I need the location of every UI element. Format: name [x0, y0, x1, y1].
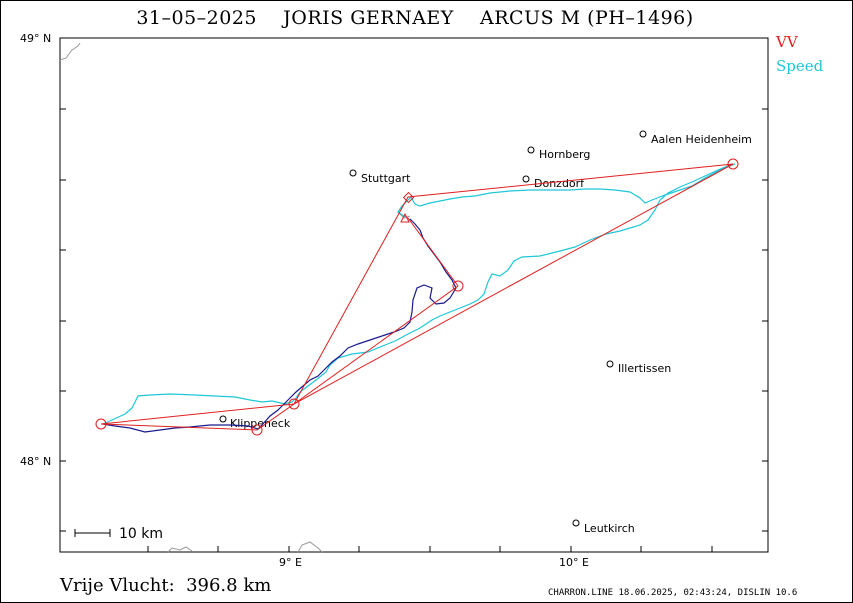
city-label-illertissen: Illertissen — [618, 362, 671, 375]
turnpoint-marker — [95, 418, 107, 430]
city-marker-stuttgart — [349, 169, 357, 177]
start-marker — [400, 212, 410, 223]
scale-bar — [74, 529, 111, 537]
turnpoint-marker — [251, 424, 263, 436]
city-marker-leutkirch — [572, 519, 580, 527]
city-label-aalen: Aalen Heidenheim — [651, 133, 752, 146]
lat-label-49: 49° N — [20, 32, 51, 45]
turnpoint-marker — [727, 158, 739, 170]
lat-ticks — [60, 37, 768, 532]
lon-ticks — [147, 546, 713, 552]
city-label-hornberg: Hornberg — [539, 148, 590, 161]
turnpoint-marker — [402, 191, 415, 204]
city-marker-illertissen — [606, 360, 614, 368]
country-border — [59, 42, 411, 553]
city-markers — [219, 130, 647, 527]
city-label-klippeneck: Klippeneck — [230, 417, 291, 430]
task-line — [100, 163, 734, 431]
flight-title: 31–05–2025 JORIS GERNAEY ARCUS M (PH–149… — [136, 7, 694, 29]
track-speed — [102, 163, 736, 425]
turnpoint-marker — [452, 280, 464, 292]
city-marker-donzdorf — [522, 175, 530, 183]
credit-line: CHARRON.LINE 18.06.2025, 02:43:24, DISLI… — [548, 588, 798, 598]
city-marker-hornberg — [527, 146, 535, 154]
city-label-leutkirch: Leutkirch — [584, 522, 635, 535]
lon-label-9: 9° E — [279, 556, 302, 569]
legend-speed: Speed — [776, 57, 824, 75]
lon-label-10: 10° E — [559, 556, 589, 569]
turnpoint-marker — [288, 398, 300, 410]
scale-bar-label: 10 km — [119, 526, 163, 542]
track-climb — [102, 218, 457, 433]
task-line-inner — [293, 217, 459, 405]
turnpoints — [95, 158, 739, 436]
city-marker-klippeneck — [219, 415, 227, 423]
legend-vv: VV — [776, 33, 798, 51]
lat-label-48: 48° N — [20, 455, 51, 468]
city-label-stuttgart: Stuttgart — [361, 172, 411, 185]
plot-box — [59, 37, 769, 553]
city-marker-aalen — [639, 130, 647, 138]
distance-summary: Vrije Vlucht: 396.8 km — [60, 575, 272, 596]
